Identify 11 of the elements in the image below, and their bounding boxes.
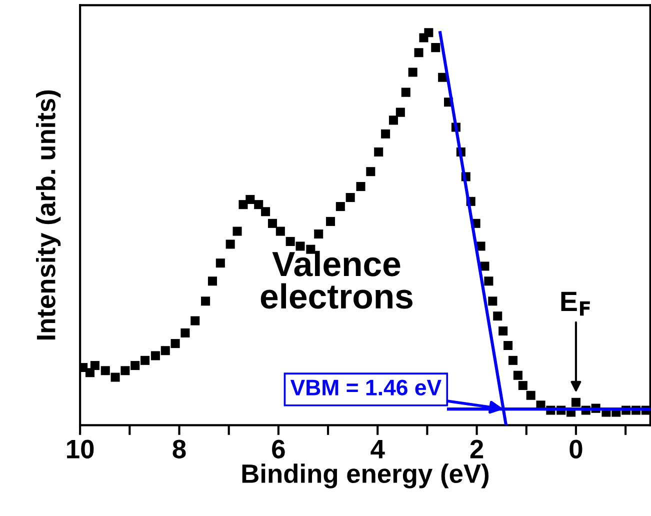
annotation: E$_{F}$ <box>561 292 590 316</box>
annotation: Valence electrons <box>260 250 412 309</box>
x-axis-title: Binding energy (eV) <box>242 464 489 488</box>
x-tick-label: 10 <box>67 440 94 458</box>
x-tick-label: 4 <box>370 440 385 458</box>
x-tick-label: 6 <box>272 440 285 458</box>
annotation: VBM = 1.46 eV <box>290 380 442 396</box>
x-tick-label: 0 <box>570 440 582 458</box>
x-tick-label: 2 <box>470 440 484 458</box>
x-tick-label: 8 <box>172 440 186 458</box>
y-axis-title: Intensity (arb. units) <box>36 90 61 340</box>
